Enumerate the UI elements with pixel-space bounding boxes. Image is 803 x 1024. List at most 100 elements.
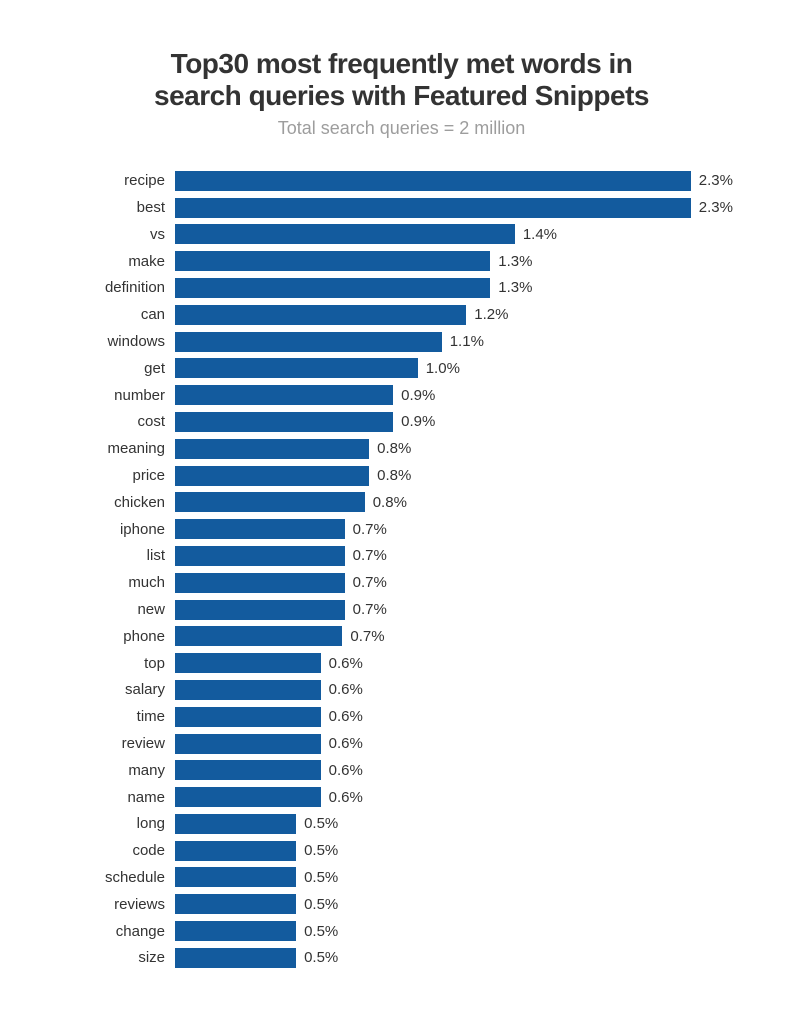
bar-value-label: 0.7% bbox=[353, 601, 387, 618]
bar-category-label: iphone bbox=[0, 521, 175, 538]
bar bbox=[175, 198, 691, 218]
bar-row: top0.6% bbox=[0, 650, 733, 677]
bar-value-label: 0.5% bbox=[304, 815, 338, 832]
bar bbox=[175, 626, 342, 646]
bar-value-label: 0.6% bbox=[329, 655, 363, 672]
bar bbox=[175, 948, 296, 968]
bar-track: 0.6% bbox=[175, 677, 733, 704]
bar-category-label: size bbox=[0, 949, 175, 966]
bar-track: 0.7% bbox=[175, 543, 733, 570]
chart-title-line2: search queries with Featured Snippets bbox=[60, 80, 743, 112]
bar-category-label: phone bbox=[0, 628, 175, 645]
bar bbox=[175, 466, 369, 486]
bar-track: 0.6% bbox=[175, 757, 733, 784]
bar-row: phone0.7% bbox=[0, 623, 733, 650]
bar-category-label: long bbox=[0, 815, 175, 832]
bar-track: 0.6% bbox=[175, 784, 733, 811]
bar-row: can 1.2% bbox=[0, 301, 733, 328]
bar-row: iphone 0.7% bbox=[0, 516, 733, 543]
bar-category-label: review bbox=[0, 735, 175, 752]
bar-value-label: 0.8% bbox=[377, 467, 411, 484]
bar-row: get 1.0% bbox=[0, 355, 733, 382]
bar-row: price 0.8% bbox=[0, 462, 733, 489]
bar-track: 0.6% bbox=[175, 730, 733, 757]
bar-value-label: 1.3% bbox=[498, 279, 532, 296]
bar-row: chicken 0.8% bbox=[0, 489, 733, 516]
bar-category-label: can bbox=[0, 306, 175, 323]
bar bbox=[175, 814, 296, 834]
bar-category-label: meaning bbox=[0, 440, 175, 457]
chart-title: Top30 most frequently met words in searc… bbox=[60, 48, 743, 112]
bar-row: cost0.9% bbox=[0, 409, 733, 436]
bar-track: 1.3% bbox=[175, 248, 733, 275]
bar-category-label: vs bbox=[0, 226, 175, 243]
bar-value-label: 0.6% bbox=[329, 762, 363, 779]
bar-row: review0.6% bbox=[0, 730, 733, 757]
bar-value-label: 0.5% bbox=[304, 896, 338, 913]
bar-row: many0.6% bbox=[0, 757, 733, 784]
bar-value-label: 1.2% bbox=[474, 306, 508, 323]
bar bbox=[175, 492, 365, 512]
bar-row: schedule0.5% bbox=[0, 864, 733, 891]
bar-row: vs 1.4% bbox=[0, 221, 733, 248]
bar bbox=[175, 171, 691, 191]
bar-track: 1.3% bbox=[175, 275, 733, 302]
bar-value-label: 0.8% bbox=[373, 494, 407, 511]
bar-row: much0.7% bbox=[0, 569, 733, 596]
bar-category-label: code bbox=[0, 842, 175, 859]
bar-category-label: reviews bbox=[0, 896, 175, 913]
bar-value-label: 0.7% bbox=[353, 521, 387, 538]
bar-category-label: make bbox=[0, 253, 175, 270]
bar bbox=[175, 841, 296, 861]
bar-row: code0.5% bbox=[0, 837, 733, 864]
bar-category-label: get bbox=[0, 360, 175, 377]
bar-track: 0.7% bbox=[175, 596, 733, 623]
bar-value-label: 1.4% bbox=[523, 226, 557, 243]
bar-row: reviews 0.5% bbox=[0, 891, 733, 918]
bar-category-label: best bbox=[0, 199, 175, 216]
bar-value-label: 0.6% bbox=[329, 681, 363, 698]
bar-chart: recipe2.3%best2.3%vs1.4%make1.3%definiti… bbox=[0, 167, 733, 971]
bar-value-label: 1.3% bbox=[498, 253, 532, 270]
bar bbox=[175, 251, 490, 271]
chart-subtitle: Total search queries = 2 million bbox=[0, 118, 803, 139]
bar-row: make 1.3% bbox=[0, 248, 733, 275]
bar-row: number0.9% bbox=[0, 382, 733, 409]
bar bbox=[175, 894, 296, 914]
bar bbox=[175, 867, 296, 887]
bar-value-label: 0.9% bbox=[401, 387, 435, 404]
bar-track: 0.5% bbox=[175, 891, 733, 918]
bar-category-label: price bbox=[0, 467, 175, 484]
bar-row: long 0.5% bbox=[0, 811, 733, 838]
bar-track: 0.8% bbox=[175, 435, 733, 462]
bar bbox=[175, 760, 321, 780]
bar-row: new 0.7% bbox=[0, 596, 733, 623]
bar-track: 0.5% bbox=[175, 918, 733, 945]
bar-value-label: 0.5% bbox=[304, 869, 338, 886]
bar-value-label: 0.8% bbox=[377, 440, 411, 457]
bar bbox=[175, 305, 466, 325]
bar-category-label: chicken bbox=[0, 494, 175, 511]
bar-value-label: 1.0% bbox=[426, 360, 460, 377]
bar-value-label: 0.7% bbox=[353, 574, 387, 591]
bar-row: time0.6% bbox=[0, 703, 733, 730]
bar-track: 0.5% bbox=[175, 811, 733, 838]
bar-row: change0.5% bbox=[0, 918, 733, 945]
bar-category-label: new bbox=[0, 601, 175, 618]
bar-row: name0.6% bbox=[0, 784, 733, 811]
bar-value-label: 0.7% bbox=[353, 547, 387, 564]
bar bbox=[175, 734, 321, 754]
bar bbox=[175, 385, 393, 405]
bar bbox=[175, 546, 345, 566]
bar-value-label: 1.1% bbox=[450, 333, 484, 350]
bar-track: 0.7% bbox=[175, 623, 733, 650]
bar bbox=[175, 921, 296, 941]
bar bbox=[175, 412, 393, 432]
bar-track: 0.8% bbox=[175, 489, 733, 516]
bar-row: best2.3% bbox=[0, 194, 733, 221]
bar-track: 0.9% bbox=[175, 409, 733, 436]
bar-category-label: list bbox=[0, 547, 175, 564]
bar-row: definition1.3% bbox=[0, 275, 733, 302]
bar-track: 0.8% bbox=[175, 462, 733, 489]
bar-value-label: 0.6% bbox=[329, 789, 363, 806]
